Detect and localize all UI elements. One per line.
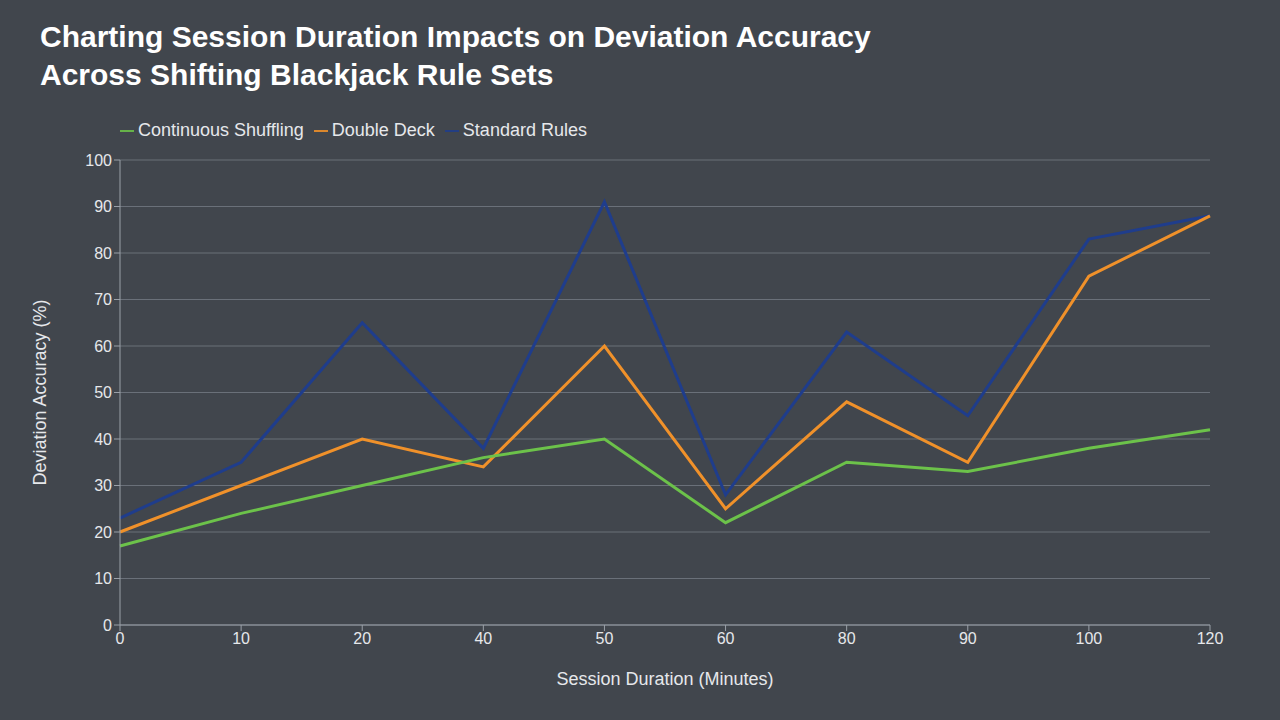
html-text:Continuous Shuffling: Continuous Shuffling — [138, 120, 304, 140]
html-text:Double Deck: Double Deck — [331, 120, 435, 140]
html-text:Standard Rules: Standard Rules — [462, 120, 587, 140]
svg-text:0: 0 — [116, 630, 125, 647]
svg-text:10: 10 — [232, 630, 250, 647]
svg-text:80: 80 — [94, 245, 112, 262]
svg-text:20: 20 — [353, 630, 371, 647]
svg-text:90: 90 — [94, 198, 112, 215]
svg-text:100: 100 — [1076, 630, 1103, 647]
svg-text:80: 80 — [838, 630, 856, 647]
svg-text:10: 10 — [94, 570, 112, 587]
svg-text:100: 100 — [85, 152, 112, 169]
svg-text:20: 20 — [94, 524, 112, 541]
svg-text:120: 120 — [1197, 630, 1224, 647]
svg-text:40: 40 — [94, 431, 112, 448]
svg-text:Deviation Accuracy (%): Deviation Accuracy (%) — [30, 299, 50, 485]
svg-text:50: 50 — [596, 630, 614, 647]
svg-text:40: 40 — [474, 630, 492, 647]
svg-text:70: 70 — [94, 291, 112, 308]
svg-text:30: 30 — [94, 477, 112, 494]
svg-text:50: 50 — [94, 384, 112, 401]
svg-text:60: 60 — [717, 630, 735, 647]
svg-text:60: 60 — [94, 338, 112, 355]
svg-text:90: 90 — [959, 630, 977, 647]
svg-text:Session Duration (Minutes): Session Duration (Minutes) — [556, 669, 773, 689]
svg-text:0: 0 — [103, 617, 112, 634]
html-text:Charting Session Duration Impa: Charting Session Duration Impacts on Dev… — [40, 20, 871, 91]
